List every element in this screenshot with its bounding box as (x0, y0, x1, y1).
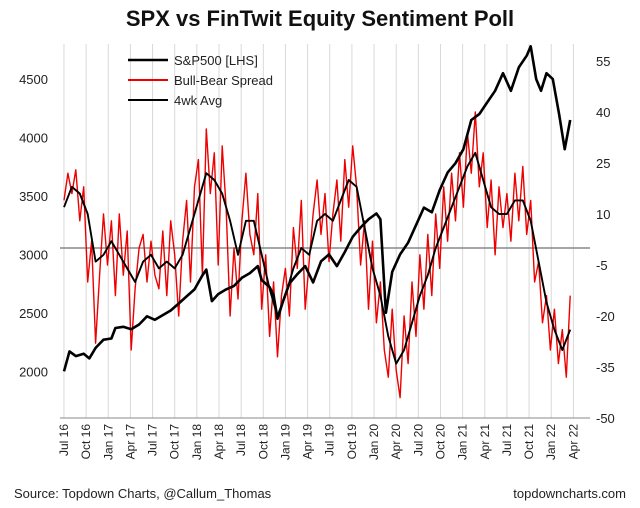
x-tick-label: Oct 19 (345, 424, 359, 460)
x-tick-label: Jan 21 (456, 424, 470, 460)
x-tick-label: Oct 21 (522, 424, 536, 460)
legend-label: S&P500 [LHS] (174, 53, 258, 68)
x-tick-label: Jul 19 (323, 424, 337, 456)
left-y-tick-label: 3500 (19, 189, 48, 204)
x-tick-label: Jan 18 (190, 424, 204, 460)
right-y-tick-label: 10 (596, 207, 610, 222)
x-tick-label: Oct 20 (433, 424, 447, 460)
x-tick-label: Jul 20 (411, 424, 425, 456)
x-tick-label: Jan 20 (367, 424, 381, 460)
right-y-tick-label: -50 (596, 411, 615, 426)
left-y-tick-label: 4000 (19, 131, 48, 146)
right-y-tick-label: 55 (596, 54, 610, 69)
x-tick-label: Apr 22 (566, 424, 580, 460)
x-tick-label: Jan 22 (544, 424, 558, 460)
x-tick-label: Oct 17 (168, 424, 182, 460)
x-tick-label: Jul 21 (500, 424, 514, 456)
x-tick-label: Apr 19 (301, 424, 315, 460)
left-y-tick-label: 4500 (19, 72, 48, 87)
left-y-tick-label: 3000 (19, 247, 48, 262)
x-tick-label: Jul 18 (234, 424, 248, 456)
sp500-line (62, 45, 572, 372)
x-tick-label: Jul 17 (146, 424, 160, 456)
x-tick-label: Apr 17 (123, 424, 137, 460)
right-y-tick-label: -20 (596, 309, 615, 324)
x-tick-label: Apr 21 (478, 424, 492, 460)
source-note: Source: Topdown Charts, @Callum_Thomas (14, 486, 272, 501)
right-y-tick-label: -5 (596, 258, 608, 273)
bull-bear-spread-line (63, 111, 571, 399)
website-credit: topdowncharts.com (513, 486, 626, 501)
right-y-tick-label: 40 (596, 105, 610, 120)
x-tick-label: Oct 16 (79, 424, 93, 460)
right-y-tick-label: 25 (596, 156, 610, 171)
legend-label: Bull-Bear Spread (174, 73, 273, 88)
x-tick-label: Jan 19 (278, 424, 292, 460)
x-tick-label: Jul 16 (57, 424, 71, 456)
x-tick-label: Oct 18 (256, 424, 270, 460)
chart-title: SPX vs FinTwit Equity Sentiment Poll (125, 6, 515, 31)
legend-label: 4wk Avg (174, 93, 222, 108)
right-y-tick-label: -35 (596, 360, 615, 375)
x-tick-label: Apr 18 (212, 424, 226, 460)
four-week-avg-line (63, 151, 572, 365)
left-y-tick-label: 2000 (19, 364, 48, 379)
x-tick-label: Jan 17 (101, 424, 115, 460)
x-tick-label: Apr 20 (389, 424, 403, 460)
left-y-tick-label: 2500 (19, 306, 48, 321)
